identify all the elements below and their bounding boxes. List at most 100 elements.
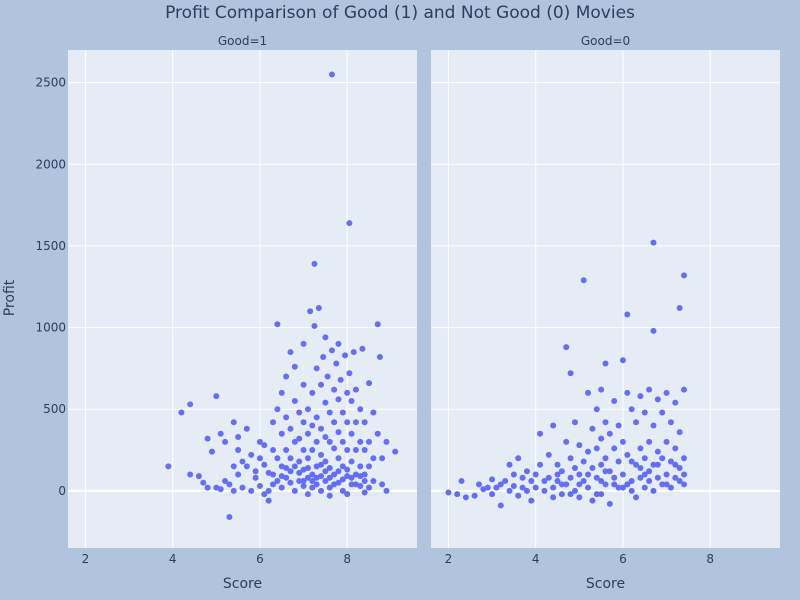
data-point — [322, 468, 329, 475]
data-point — [326, 464, 333, 471]
data-point — [370, 455, 377, 462]
data-point — [320, 353, 327, 360]
data-point — [641, 484, 648, 491]
data-point — [342, 352, 349, 359]
data-point — [672, 445, 679, 452]
data-point — [650, 422, 657, 429]
data-point — [309, 484, 316, 491]
data-point — [589, 425, 596, 432]
data-point — [567, 455, 574, 462]
data-point — [585, 471, 592, 478]
data-point — [357, 463, 364, 470]
data-point — [370, 478, 377, 485]
data-point — [515, 455, 522, 462]
data-point — [454, 491, 461, 498]
data-point — [646, 386, 653, 393]
data-point — [291, 438, 298, 445]
data-point — [235, 447, 242, 454]
data-point — [663, 389, 670, 396]
data-point — [307, 308, 314, 315]
data-point — [576, 442, 583, 449]
y-tick-label: 0 — [58, 484, 66, 498]
data-point — [659, 455, 666, 462]
y-tick-label: 1000 — [35, 321, 66, 335]
y-tick-label: 1500 — [35, 239, 66, 253]
chart-title: Profit Comparison of Good (1) and Not Go… — [165, 3, 635, 23]
data-point — [598, 435, 605, 442]
data-point — [366, 484, 373, 491]
data-point — [361, 489, 368, 496]
data-point — [475, 481, 482, 488]
data-point — [309, 422, 316, 429]
data-point — [348, 430, 355, 437]
data-point — [672, 461, 679, 468]
data-point — [580, 478, 587, 485]
data-point — [309, 389, 316, 396]
data-point — [532, 484, 539, 491]
subplot-title: Good=0 — [581, 34, 630, 48]
data-point — [357, 473, 364, 480]
data-point — [366, 380, 373, 387]
data-point — [226, 481, 233, 488]
data-point — [681, 455, 688, 462]
data-point — [576, 471, 583, 478]
x-tick-label: 2 — [82, 552, 90, 566]
data-point — [350, 349, 357, 356]
data-point — [445, 489, 452, 496]
data-point — [287, 349, 294, 356]
data-point — [602, 468, 609, 475]
data-point — [650, 487, 657, 494]
data-point — [344, 447, 351, 454]
data-point — [304, 430, 311, 437]
data-point — [558, 481, 565, 488]
data-point — [563, 438, 570, 445]
data-point — [523, 468, 530, 475]
data-point — [589, 497, 596, 504]
data-point — [204, 484, 211, 491]
data-point — [471, 492, 478, 499]
data-point — [646, 478, 653, 485]
data-point — [261, 491, 268, 498]
data-point — [339, 487, 346, 494]
data-point — [304, 491, 311, 498]
data-point — [313, 438, 320, 445]
panel-1: 2 4 6 8 0 500 1000 1500 2000 2500 Good=1 Score — [35, 34, 417, 592]
data-point — [602, 360, 609, 367]
data-point — [615, 458, 622, 465]
data-point — [563, 344, 570, 351]
data-point — [633, 494, 640, 501]
data-point — [462, 494, 469, 501]
data-point — [217, 430, 224, 437]
data-point — [615, 484, 622, 491]
data-point — [300, 419, 307, 426]
data-point — [296, 435, 303, 442]
data-point — [374, 430, 381, 437]
data-point — [352, 481, 359, 488]
data-point — [222, 478, 229, 485]
data-point — [606, 468, 613, 475]
data-point — [602, 455, 609, 462]
data-point — [641, 471, 648, 478]
data-point — [558, 468, 565, 475]
data-point — [311, 260, 318, 267]
data-point — [313, 481, 320, 488]
data-point — [252, 468, 259, 475]
data-point — [598, 461, 605, 468]
data-point — [550, 422, 557, 429]
data-point — [278, 430, 285, 437]
data-point — [270, 471, 277, 478]
data-point — [318, 451, 325, 458]
x-axis-label: Score — [586, 576, 625, 592]
data-point — [361, 478, 368, 485]
data-point — [667, 458, 674, 465]
data-point — [322, 433, 329, 440]
data-point — [200, 479, 207, 486]
data-point — [672, 474, 679, 481]
data-point — [571, 487, 578, 494]
data-point — [366, 463, 373, 470]
data-point — [567, 491, 574, 498]
data-point — [506, 487, 513, 494]
data-point — [650, 239, 657, 246]
data-point — [324, 373, 331, 380]
data-point — [646, 438, 653, 445]
